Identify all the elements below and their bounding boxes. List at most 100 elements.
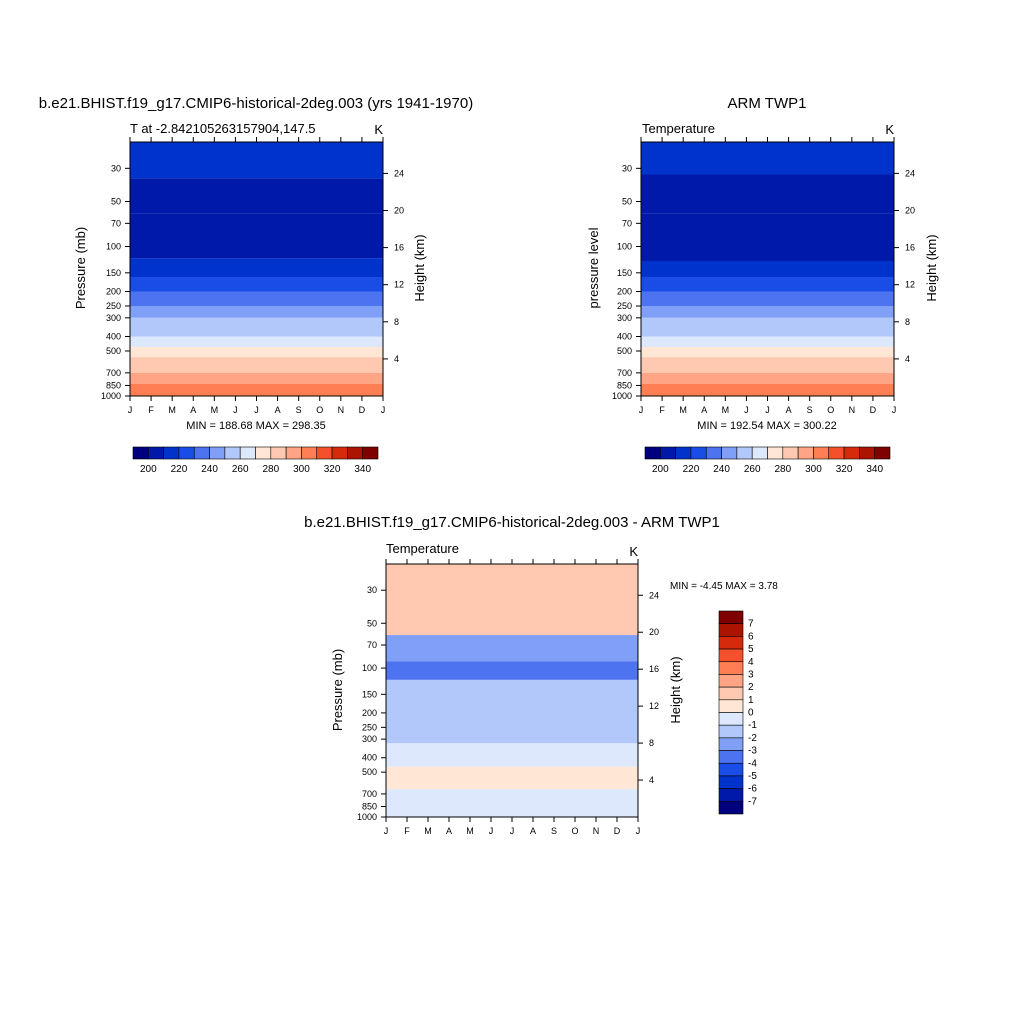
x-tick-label: J [384, 826, 389, 836]
x-tick-label: A [701, 405, 707, 415]
contour-band [641, 213, 894, 261]
x-tick-label: J [510, 826, 515, 836]
y-tick-label: 70 [367, 640, 377, 650]
x-tick-label: S [296, 405, 302, 415]
colorbar-cell [718, 610, 744, 624]
y-tick-label: 30 [622, 163, 632, 173]
contour-band [641, 291, 894, 306]
x-tick-label: J [489, 826, 494, 836]
colorbar-tick-label: 220 [683, 464, 700, 475]
plot-frame [385, 563, 639, 818]
stats-text: MIN = 188.68 MAX = 298.35 [186, 420, 325, 432]
colorbar-cell [718, 712, 744, 726]
y-tick-label: 100 [106, 241, 121, 251]
y-tick-label: 70 [622, 218, 632, 228]
x-tick-label: O [827, 405, 834, 415]
colorbar-cell [718, 724, 744, 739]
height-tick-label: 20 [649, 627, 659, 637]
x-tick-label: J [639, 405, 644, 415]
contour-band [641, 357, 894, 373]
height-tick-label: 12 [649, 701, 659, 711]
x-tick-label: D [359, 405, 366, 415]
colorbar-cell [718, 699, 744, 713]
x-tick-label: J [636, 826, 641, 836]
colorbar-tick-label: 260 [744, 464, 761, 475]
colorbar-tick-label: 3 [748, 669, 754, 680]
y-tick-label: 250 [617, 301, 632, 311]
height-tick-label: 4 [394, 354, 399, 364]
colorbar-tick-label: -6 [748, 784, 757, 795]
colorbar-tick-label: 280 [262, 464, 279, 475]
y-tick-label: 500 [362, 767, 377, 777]
colorbar-cell [718, 762, 744, 777]
colorbar-cell [178, 446, 195, 460]
contour-band [641, 277, 894, 292]
panel-title: b.e21.BHIST.f19_g17.CMIP6-historical-2de… [39, 95, 473, 112]
y-tick-label: 700 [106, 368, 121, 378]
height-tick-label: 4 [649, 775, 654, 785]
y-tick-label: 30 [367, 585, 377, 595]
y-tick-label: 1000 [612, 391, 632, 401]
colorbar-cell [255, 446, 272, 460]
difference-band [386, 564, 638, 636]
height-tick-label: 12 [905, 280, 915, 290]
colorbar-cell [718, 661, 744, 675]
height-tick-label: 8 [649, 738, 654, 748]
y-tick-label: 400 [617, 332, 632, 342]
y-tick-label: 400 [362, 753, 377, 763]
x-tick-label: F [148, 405, 154, 415]
difference-band [386, 679, 638, 744]
plot-frame [129, 141, 384, 397]
difference-band [386, 766, 638, 790]
colorbar-cell [843, 446, 860, 460]
y-tick-label: 250 [362, 722, 377, 732]
contour-band [641, 336, 894, 347]
height-tick-label: 8 [394, 317, 399, 327]
colorbar-tick-label: -2 [748, 733, 757, 744]
colorbar-cell [209, 446, 226, 460]
contour-band [130, 336, 383, 347]
colorbar-tick-label: -3 [748, 746, 757, 757]
y-tick-label: 70 [111, 218, 121, 228]
contour-band [130, 142, 383, 179]
y-tick-label: 300 [617, 313, 632, 323]
colorbar-tick-label: 1 [748, 695, 754, 706]
colorbar-cell [132, 446, 149, 460]
height-tick-label: 20 [394, 205, 404, 215]
y-tick-label: 1000 [357, 812, 377, 822]
contour-band [641, 317, 894, 337]
colorbar-tick-label: 260 [232, 464, 249, 475]
difference-band [386, 635, 638, 662]
x-tick-label: M [679, 405, 687, 415]
colorbar-cell [224, 446, 241, 460]
x-tick-label: A [275, 405, 281, 415]
height-tick-label: 16 [394, 243, 404, 253]
colorbar-cell [690, 446, 707, 460]
contour-band [641, 260, 894, 278]
colorbar-tick-label: -4 [748, 758, 757, 769]
height-tick-label: 8 [905, 317, 910, 327]
x-tick-label: J [233, 405, 238, 415]
x-tick-label: N [338, 405, 345, 415]
colorbar-cell [705, 446, 722, 460]
contour-band [130, 277, 383, 292]
y-tick-label: 150 [362, 689, 377, 699]
colorbar-cell [331, 446, 348, 460]
observed-temperature-panel: ARM TWP1 Temperature K pressure level He… [586, 95, 939, 475]
x-tick-label: M [722, 405, 730, 415]
colorbar-tick-label: 7 [748, 619, 754, 630]
panel-units: K [374, 122, 383, 137]
difference-band [386, 743, 638, 767]
x-tick-label: J [892, 405, 897, 415]
y-tick-label: 200 [362, 708, 377, 718]
y-tick-label: 200 [617, 287, 632, 297]
plot-frame [640, 141, 895, 397]
x-tick-label: O [571, 826, 578, 836]
height-tick-label: 4 [905, 354, 910, 364]
colorbar-cell [270, 446, 287, 460]
height-tick-label: 24 [394, 168, 404, 178]
y-tick-label: 850 [106, 380, 121, 390]
colorbar-cell [193, 446, 210, 460]
height-tick-label: 24 [905, 168, 915, 178]
